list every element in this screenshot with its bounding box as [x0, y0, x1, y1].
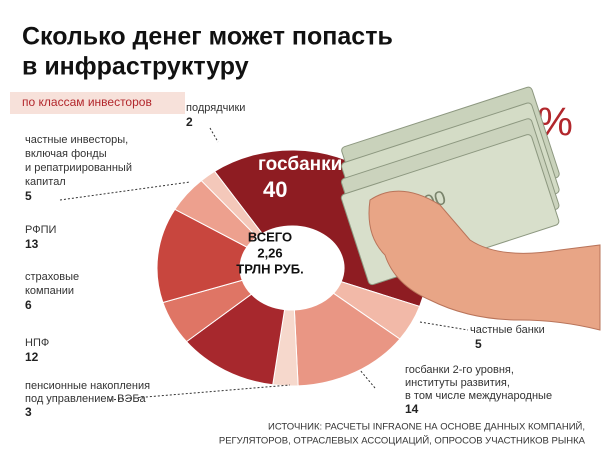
center-text: ТРЛН РУБ. [236, 261, 303, 276]
value-label: 5 [475, 337, 482, 351]
category-label: РФПИ [25, 224, 56, 236]
title-line: Сколько денег может попасть [22, 23, 393, 51]
value-label: 13 [25, 237, 39, 251]
center-text: ВСЕГО [248, 229, 292, 244]
subtitle: по классам инвесторов [22, 95, 152, 109]
value-label: 2 [186, 115, 193, 129]
source: ИСТОЧНИК: РАСЧЕТЫ INFRAONE НА ОСНОВЕ ДАН… [268, 421, 585, 433]
category-label: подрядчики [186, 102, 245, 114]
source: РЕГУЛЯТОРОВ, ОТРАСЛЕВЫХ АССОЦИАЦИЙ, ОПРО… [219, 435, 586, 447]
center-text: 2,26 [257, 245, 282, 260]
subtitle-band [10, 92, 185, 114]
value-label: 5 [25, 189, 32, 203]
value-label: 14 [405, 402, 419, 416]
category-label: госбанки [258, 154, 342, 175]
category-label: включая фонды [25, 148, 107, 160]
category-label: институты развития, [405, 377, 510, 389]
category-label: компании [25, 285, 74, 297]
title-line: в инфраструктуру [22, 53, 249, 81]
value-label: 3 [25, 405, 32, 419]
category-label: частные банки [470, 324, 545, 336]
category-label: и репатриированный [25, 162, 132, 174]
category-label: под управлением ВЭБа [25, 393, 147, 405]
category-label: страховые [25, 271, 79, 283]
category-label: госбанки 2-го уровня, [405, 364, 514, 376]
money-hand: 1000 [340, 86, 601, 331]
slice [200, 170, 263, 238]
category-label: НПФ [25, 337, 49, 349]
leader-lines [59, 127, 469, 401]
value-label: 12 [25, 350, 39, 364]
category-label: капитал [25, 176, 66, 188]
category-label: в том числе международные [405, 390, 552, 402]
value-label: 6 [25, 298, 32, 312]
category-label: частные инвесторы, [25, 134, 128, 146]
slice [293, 292, 401, 387]
value-label: 40 [263, 177, 287, 202]
category-label: пенсионные накопления [25, 380, 150, 392]
